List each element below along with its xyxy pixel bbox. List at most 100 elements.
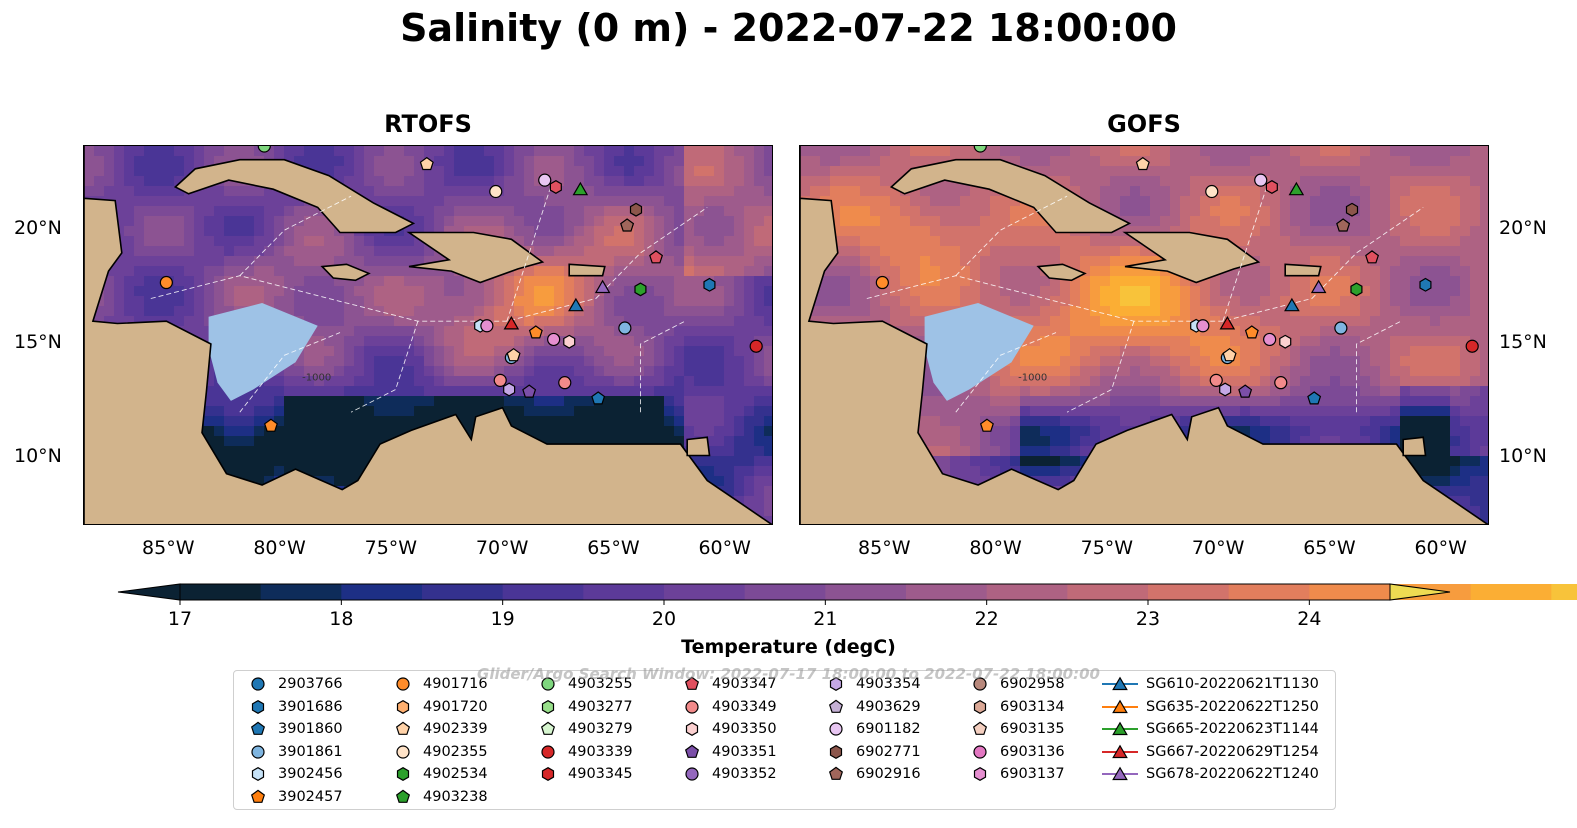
legend-item: 6902958 xyxy=(968,673,1065,695)
legend-label: 4901716 xyxy=(423,676,488,692)
legend-item: 4903350 xyxy=(680,718,777,740)
legend-item: 6902916 xyxy=(824,763,921,785)
legend-item: 4901720 xyxy=(391,696,488,718)
hexagon-marker-icon xyxy=(396,767,410,781)
observation-marker xyxy=(547,332,561,347)
observation-marker xyxy=(1244,325,1259,339)
search-window-watermark: Glider/Argo Search Window: 2022-07-17 18… xyxy=(477,665,1100,683)
legend-label: 4902534 xyxy=(423,766,488,782)
lon-tick-label: 60°W xyxy=(1414,537,1467,559)
legend-label: 4903354 xyxy=(856,676,921,692)
observation-marker xyxy=(629,202,643,217)
legend-item: 4903279 xyxy=(536,718,633,740)
colorbar-tick-label: 24 xyxy=(1297,608,1321,630)
colorbar-segment xyxy=(583,584,665,600)
observation-marker xyxy=(568,297,584,312)
legend-item: SG610-20220621T1130 xyxy=(1102,673,1319,695)
legend-item: 4903339 xyxy=(536,741,633,763)
observation-markers xyxy=(159,146,763,432)
legend-item: SG635-20220622T1250 xyxy=(1102,696,1319,718)
legend-label: 3901860 xyxy=(278,721,343,737)
rtofs-map: -1000 xyxy=(83,145,773,525)
observation-marker xyxy=(493,373,507,387)
lat-tick-label-left: 20°N xyxy=(14,217,62,240)
observation-marker xyxy=(1307,391,1322,405)
lat-tick-label-left: 10°N xyxy=(14,444,62,467)
legend-label: 4903277 xyxy=(568,698,633,715)
observation-marker xyxy=(1219,315,1236,330)
legend-label: SG667-20220629T1254 xyxy=(1146,743,1319,760)
hexagon-marker-icon xyxy=(829,677,843,691)
colorbar-segment xyxy=(664,584,746,600)
legend-label: 6902771 xyxy=(856,743,921,760)
observation-marker xyxy=(419,156,434,171)
shelf-area xyxy=(924,303,1034,401)
observation-marker xyxy=(1222,347,1237,362)
land-trinidad xyxy=(1402,436,1427,457)
colorbar-tick-label: 23 xyxy=(1136,608,1160,630)
legend-item: 4903345 xyxy=(536,763,633,785)
circle-marker-icon xyxy=(685,767,699,781)
legend-label: 4903351 xyxy=(712,743,777,760)
hexagon-marker-icon xyxy=(973,767,987,781)
land xyxy=(800,146,1488,524)
gofs-panel-title: GOFS xyxy=(1107,110,1181,138)
legend-label: 6903137 xyxy=(1000,766,1065,782)
observation-marker xyxy=(1288,181,1305,196)
colorbar-segment xyxy=(1470,584,1552,600)
shelf-area xyxy=(208,303,318,401)
observation-marker xyxy=(1419,277,1432,292)
observation-marker xyxy=(620,218,635,232)
legend-item: 4902355 xyxy=(391,741,488,763)
observation-marker xyxy=(1310,279,1327,294)
observation-marker xyxy=(572,181,589,196)
pentagon-marker-icon xyxy=(250,721,266,735)
legend-item: 6902771 xyxy=(824,741,921,763)
colorbar-segment xyxy=(180,584,262,600)
legend-item: 6903136 xyxy=(968,741,1065,763)
lat-tick-label-left: 15°N xyxy=(14,330,62,353)
circle-marker-icon xyxy=(396,677,410,691)
legend-item: 4903352 xyxy=(680,763,777,785)
lon-tick-label: 75°W xyxy=(364,537,418,559)
legend-label: 2903766 xyxy=(278,676,343,692)
legend-label: 6901182 xyxy=(856,721,921,737)
observation-marker xyxy=(1265,180,1278,194)
colorbar-segment xyxy=(1228,584,1310,600)
observation-marker xyxy=(522,384,537,398)
legend-item: 6901182 xyxy=(824,718,921,740)
observation-marker xyxy=(1205,184,1219,199)
hexagon-marker-icon xyxy=(829,744,843,759)
observation-marker xyxy=(591,391,606,405)
legend-label: 4902355 xyxy=(423,743,488,760)
observation-marker xyxy=(549,180,562,194)
pentagon-marker-icon xyxy=(828,766,844,780)
triangle-marker-icon xyxy=(1102,766,1138,781)
observation-marker xyxy=(480,319,494,333)
legend-item: 3902457 xyxy=(246,786,343,808)
legend-item: SG667-20220629T1254 xyxy=(1102,741,1319,763)
colorbar-segment xyxy=(341,584,423,600)
legend-item: 4901716 xyxy=(391,673,488,695)
legend-label: 4903255 xyxy=(568,676,633,692)
legend-label: SG635-20220622T1250 xyxy=(1146,698,1319,715)
colorbar-segment xyxy=(825,584,907,600)
land-cuba xyxy=(889,158,1132,234)
colorbar-segment xyxy=(1148,584,1230,600)
legend-label: 3901686 xyxy=(278,698,343,715)
legend-label: 4903347 xyxy=(712,676,777,692)
observation-marker xyxy=(558,376,572,390)
depth-contour-label: -1000 xyxy=(1018,372,1047,383)
observation-markers xyxy=(875,146,1479,432)
legend-item: 4903349 xyxy=(680,696,777,718)
observation-marker xyxy=(1135,156,1150,171)
colorbar-tick-label: 18 xyxy=(329,608,353,630)
observation-marker xyxy=(257,146,271,153)
hexagon-marker-icon xyxy=(541,767,555,781)
observation-marker xyxy=(1219,382,1232,397)
legend-label: 4903352 xyxy=(712,766,777,782)
observation-marker xyxy=(594,279,611,294)
legend-item: 3901860 xyxy=(246,718,343,740)
legend-label: 6902916 xyxy=(856,766,921,782)
lat-tick-label-right: 20°N xyxy=(1499,217,1547,240)
